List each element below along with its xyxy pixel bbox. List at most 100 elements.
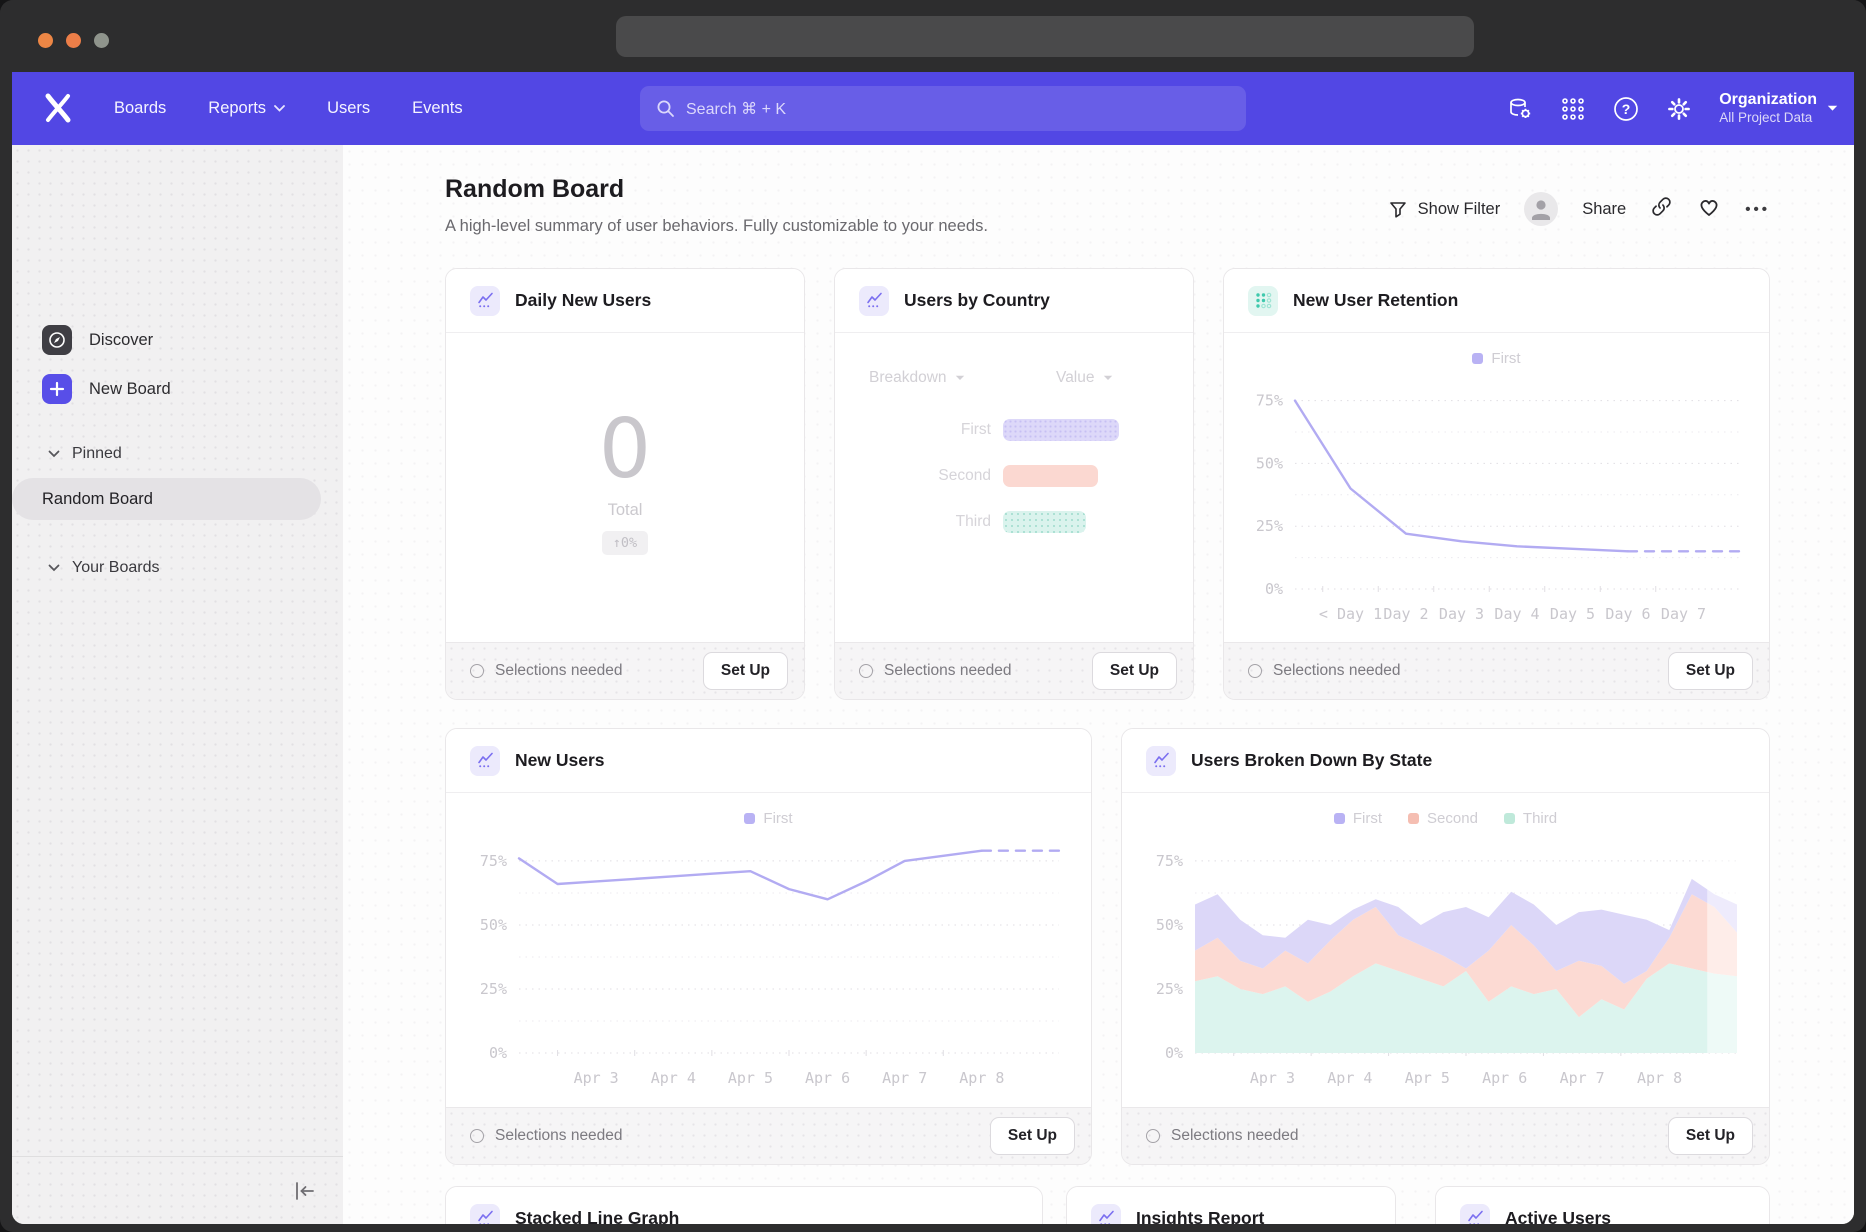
show-filter-button[interactable]: Show Filter (1388, 199, 1501, 219)
selection-radio-icon (1146, 1129, 1160, 1143)
set-up-button[interactable]: Set Up (990, 1117, 1075, 1155)
svg-text:Apr 7: Apr 7 (882, 1069, 927, 1087)
sidebar: Discover New Board Pinned Random Board (12, 145, 343, 1224)
avatar[interactable] (1524, 192, 1558, 226)
apps-grid-icon[interactable] (1560, 96, 1586, 122)
set-up-button[interactable]: Set Up (703, 652, 788, 690)
data-management-icon[interactable] (1507, 96, 1533, 122)
svg-text:75%: 75% (1255, 392, 1282, 410)
svg-text:50%: 50% (479, 916, 506, 934)
org-switcher[interactable]: Organization All Project Data (1719, 90, 1838, 127)
sidebar-footer (12, 1156, 343, 1224)
search-input[interactable]: Search ⌘ + K (640, 86, 1246, 131)
page-subtitle: A high-level summary of user behaviors. … (445, 217, 988, 236)
set-up-button[interactable]: Set Up (1092, 652, 1177, 690)
svg-text:75%: 75% (1155, 852, 1182, 870)
sidebar-section-your-boards[interactable]: Your Boards (48, 559, 159, 577)
chevron-down-icon (48, 564, 60, 572)
window-titlebar (0, 0, 1866, 72)
set-up-button[interactable]: Set Up (1668, 652, 1753, 690)
svg-text:Day 5: Day 5 (1549, 605, 1594, 623)
filter-funnel-icon (1388, 199, 1408, 219)
chevron-down-icon (955, 375, 965, 381)
card-new-users: New Users First 75%50%25%0%Apr 3Apr 4Apr… (445, 728, 1092, 1165)
nav-item-users[interactable]: Users (327, 99, 370, 118)
more-options-icon[interactable]: ••• (1745, 201, 1770, 218)
nav-links: Boards Reports Users Events (114, 72, 463, 145)
nav-item-events[interactable]: Events (412, 99, 462, 118)
page-title: Random Board (445, 175, 624, 204)
legend-item[interactable]: First (1472, 350, 1520, 367)
sidebar-item-discover[interactable]: Discover (42, 325, 153, 355)
card-footer: Selections needed Set Up (1122, 1107, 1769, 1164)
macos-window: Boards Reports Users Events Search ⌘ + K (0, 0, 1866, 1232)
card-title: New Users (515, 750, 605, 771)
sidebar-item-new-board[interactable]: New Board (42, 374, 171, 404)
legend-item[interactable]: Third (1504, 810, 1557, 827)
top-navbar: Boards Reports Users Events Search ⌘ + K (12, 72, 1854, 145)
set-up-button[interactable]: Set Up (1668, 1117, 1753, 1155)
share-button[interactable]: Share (1582, 200, 1626, 219)
selection-radio-icon (470, 1129, 484, 1143)
svg-text:0%: 0% (488, 1044, 506, 1062)
copy-link-icon[interactable] (1650, 195, 1673, 223)
help-icon[interactable]: ? (1613, 96, 1639, 122)
browser-address-bar[interactable] (616, 16, 1474, 57)
card-title: Insights Report (1136, 1208, 1264, 1224)
line-chart-icon (859, 286, 889, 316)
metric-label: Total (608, 501, 643, 520)
card-daily-new-users: Daily New Users 0 Total ↑0% Selections n… (445, 268, 805, 700)
line-chart-icon (1091, 1204, 1121, 1225)
chart-legend: First Second Third (1122, 810, 1769, 827)
svg-text:Apr 8: Apr 8 (959, 1069, 1004, 1087)
legend-item[interactable]: First (1334, 810, 1382, 827)
svg-text:Apr 7: Apr 7 (1559, 1069, 1604, 1087)
card-title: Stacked Line Graph (515, 1208, 679, 1224)
org-project: All Project Data (1719, 110, 1817, 127)
svg-text:50%: 50% (1255, 454, 1282, 472)
person-icon (1524, 192, 1558, 226)
value-dropdown[interactable]: Value (1056, 369, 1113, 387)
svg-text:Day 7: Day 7 (1660, 605, 1705, 623)
favorite-heart-icon[interactable] (1697, 195, 1721, 224)
search-icon (656, 99, 675, 118)
svg-text:Apr 3: Apr 3 (573, 1069, 618, 1087)
breakdown-dropdown[interactable]: Breakdown (869, 369, 965, 387)
svg-text:?: ? (1622, 101, 1631, 117)
svg-text:25%: 25% (479, 980, 506, 998)
card-insights-report: Insights Report (1066, 1186, 1396, 1224)
bar-first (1003, 419, 1119, 441)
metric-value: 0 (599, 409, 651, 491)
card-title: Users by Country (904, 290, 1050, 311)
legend-item[interactable]: First (744, 810, 792, 827)
chart-legend: First (1224, 350, 1769, 367)
card-new-user-retention: New User Retention First 75%50%25%0%< Da… (1223, 268, 1770, 700)
svg-text:25%: 25% (1155, 980, 1182, 998)
nav-item-boards[interactable]: Boards (114, 99, 166, 118)
sidebar-item-random-board[interactable]: Random Board (12, 478, 321, 520)
line-chart-icon (470, 746, 500, 776)
window-minimize-button[interactable] (66, 33, 81, 48)
svg-text:0%: 0% (1264, 580, 1282, 598)
legend-item[interactable]: Second (1408, 810, 1478, 827)
window-zoom-button[interactable] (94, 33, 109, 48)
svg-text:25%: 25% (1255, 517, 1282, 535)
svg-text:Apr 6: Apr 6 (1482, 1069, 1527, 1087)
svg-text:Apr 8: Apr 8 (1636, 1069, 1681, 1087)
svg-text:Day 4: Day 4 (1494, 605, 1539, 623)
mixpanel-logo[interactable] (42, 92, 74, 124)
svg-text:50%: 50% (1155, 916, 1182, 934)
card-title: Daily New Users (515, 290, 651, 311)
metric-delta-badge: ↑0% (602, 531, 648, 555)
nav-item-reports[interactable]: Reports (208, 99, 285, 118)
selection-radio-icon (859, 664, 873, 678)
window-close-button[interactable] (38, 33, 53, 48)
sidebar-section-pinned[interactable]: Pinned (48, 445, 122, 463)
plus-icon (42, 374, 72, 404)
sidebar-collapse-icon[interactable] (293, 1179, 317, 1208)
chevron-down-icon (1827, 105, 1838, 112)
settings-gear-icon[interactable] (1666, 96, 1692, 122)
chart-legend: First (446, 810, 1091, 827)
bar-second (1003, 465, 1098, 487)
selection-radio-icon (470, 664, 484, 678)
